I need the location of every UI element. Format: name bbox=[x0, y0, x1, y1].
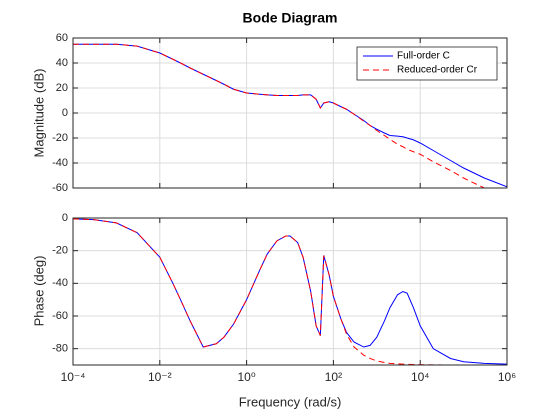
plot-lines bbox=[73, 218, 507, 365]
y-axis-label: Phase (deg) bbox=[31, 256, 46, 327]
chart-title: Bode Diagram bbox=[243, 10, 338, 26]
legend-label: Full-order C bbox=[397, 51, 450, 62]
x-tick-label: 10⁻² bbox=[148, 370, 172, 384]
x-tick-label: 10⁶ bbox=[498, 370, 516, 384]
y-tick-label: -60 bbox=[52, 182, 68, 194]
y-tick-label: -60 bbox=[52, 310, 68, 322]
y-tick-label: -20 bbox=[52, 245, 68, 257]
legend-box bbox=[356, 46, 498, 81]
y-tick-label: 0 bbox=[62, 107, 68, 119]
y-tick-label: 20 bbox=[56, 82, 68, 94]
x-tick-label: 10² bbox=[325, 370, 342, 384]
series-line bbox=[73, 218, 507, 365]
y-tick-label: 60 bbox=[56, 32, 68, 44]
plot-area bbox=[73, 218, 507, 365]
legend-label: Reduced-order Cr bbox=[397, 65, 478, 76]
y-tick-label: -80 bbox=[52, 343, 68, 355]
x-tick-label: 10⁰ bbox=[238, 370, 256, 384]
series-line bbox=[73, 43, 486, 188]
x-tick-label: 10⁻⁴ bbox=[61, 370, 86, 384]
y-axis-label: Magnitude (dB) bbox=[31, 69, 46, 158]
y-tick-label: 0 bbox=[62, 212, 68, 224]
axes-frame bbox=[72, 217, 508, 366]
y-tick-label: -40 bbox=[52, 277, 68, 289]
y-tick-label: -40 bbox=[52, 157, 68, 169]
y-tick-label: -20 bbox=[52, 132, 68, 144]
y-tick-label: 40 bbox=[56, 57, 68, 69]
x-tick-label: 10⁴ bbox=[411, 370, 430, 384]
x-axis-label: Frequency (rad/s) bbox=[239, 394, 342, 409]
axes-frame bbox=[72, 37, 508, 189]
plot-lines bbox=[73, 43, 507, 188]
